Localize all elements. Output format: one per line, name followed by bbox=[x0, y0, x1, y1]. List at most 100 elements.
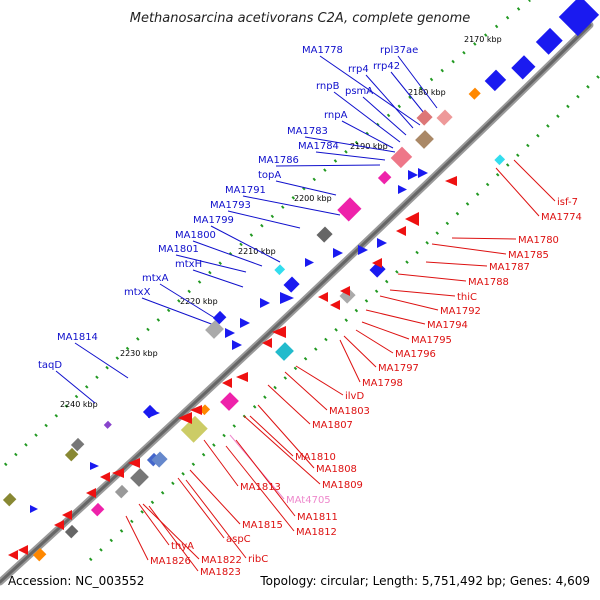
gene-arrow bbox=[190, 405, 202, 415]
gene-label-rnpa: rnpA bbox=[324, 110, 348, 121]
scale-labels: 2170 kbp 2180 kbp 2190 kbp 2200 kbp 2210 kbp… bbox=[60, 35, 502, 409]
gene-arrow bbox=[8, 550, 18, 560]
label-lines bbox=[55, 55, 556, 572]
gene-arrow bbox=[305, 258, 314, 267]
gene-label-ma1794: MA1794 bbox=[427, 320, 468, 331]
gene-arrow bbox=[445, 176, 457, 186]
gene-block bbox=[32, 547, 47, 562]
gene-label-ma1793: MA1793 bbox=[210, 200, 251, 211]
leader-line bbox=[192, 269, 244, 288]
gene-block bbox=[114, 484, 129, 499]
gene-arrow bbox=[54, 520, 64, 530]
gene-arrow bbox=[112, 468, 124, 478]
gene-block bbox=[377, 170, 392, 185]
leader-line bbox=[513, 159, 556, 202]
gene-block bbox=[274, 264, 286, 276]
leader-line bbox=[284, 371, 328, 411]
gene-label-ma1787: MA1787 bbox=[489, 262, 530, 273]
gene-arrow bbox=[100, 472, 110, 482]
leader-line bbox=[142, 503, 200, 560]
leader-line bbox=[397, 273, 467, 282]
gene-label-topa: topA bbox=[258, 170, 281, 181]
leader-line bbox=[192, 240, 263, 267]
gene-block bbox=[511, 55, 536, 80]
gene-label-ma1791: MA1791 bbox=[225, 185, 266, 196]
gene-arrow bbox=[418, 168, 428, 178]
gene-arrow bbox=[90, 462, 99, 470]
gene-arrow bbox=[178, 412, 192, 424]
gene-arrow bbox=[30, 505, 38, 513]
gene-label-ma1814: MA1814 bbox=[57, 332, 98, 343]
leader-line bbox=[275, 164, 381, 167]
leader-line bbox=[451, 237, 517, 240]
leader-line bbox=[243, 415, 321, 485]
gene-label-ma1803: MA1803 bbox=[329, 406, 370, 417]
gene-label-taqd: taqD bbox=[38, 360, 62, 371]
gene-block bbox=[416, 109, 433, 126]
gene-label-ma1797: MA1797 bbox=[378, 363, 419, 374]
gene-arrow bbox=[225, 328, 235, 338]
gene-label-ma1796: MA1796 bbox=[395, 349, 436, 360]
gene-label-mat4705: MAt4705 bbox=[286, 495, 331, 506]
genome-backbone bbox=[0, 21, 594, 586]
gene-label-psma: psmA bbox=[345, 86, 373, 97]
gene-label-rrp4: rrp4 bbox=[348, 64, 369, 75]
leader-line bbox=[249, 415, 294, 457]
accession-text: Accession: NC_003552 bbox=[8, 574, 144, 588]
gene-block bbox=[436, 109, 453, 126]
gene-block bbox=[130, 468, 149, 487]
gene-label-ma1786: MA1786 bbox=[258, 155, 299, 166]
scale-label: 2170 kbp bbox=[464, 35, 502, 44]
leader-line bbox=[431, 243, 507, 255]
leader-line bbox=[227, 210, 301, 229]
gene-features bbox=[2, 0, 600, 562]
leader-line bbox=[333, 91, 401, 143]
leader-line bbox=[257, 404, 315, 469]
gene-label-ma1798: MA1798 bbox=[362, 378, 403, 389]
gene-label-ilvd: ilvD bbox=[345, 391, 364, 402]
gene-label-thic: thiC bbox=[457, 292, 477, 303]
gene-label-mtxh: mtxH bbox=[175, 259, 202, 270]
leader-line bbox=[242, 195, 341, 216]
gene-arrow bbox=[62, 510, 72, 520]
gene-label-ma1784: MA1784 bbox=[298, 141, 339, 152]
gene-label-ma1785: MA1785 bbox=[508, 250, 549, 261]
gene-block bbox=[142, 404, 157, 419]
leader-line bbox=[138, 503, 170, 546]
gene-label-ma1780: MA1780 bbox=[518, 235, 559, 246]
leader-line bbox=[189, 469, 241, 525]
gene-block bbox=[220, 392, 239, 411]
gene-label-ma1815: MA1815 bbox=[242, 520, 283, 531]
scale-label: 2190 kbp bbox=[350, 142, 388, 151]
gene-block bbox=[180, 415, 208, 443]
leader-line bbox=[390, 71, 429, 119]
scale-label: 2200 kbp bbox=[294, 194, 332, 203]
gene-block bbox=[275, 342, 294, 361]
gene-arrow bbox=[280, 292, 294, 304]
leader-line bbox=[125, 515, 149, 561]
leader-line bbox=[315, 151, 386, 161]
gene-label-ma1799: MA1799 bbox=[193, 215, 234, 226]
gene-arrow bbox=[232, 340, 242, 350]
gene-block bbox=[494, 154, 506, 166]
gene-block bbox=[64, 447, 79, 462]
gene-arrow bbox=[398, 185, 407, 194]
scale-label: 2180 kbp bbox=[408, 88, 446, 97]
leader-line bbox=[355, 329, 394, 354]
leader-line bbox=[362, 96, 407, 136]
gene-block bbox=[151, 451, 168, 468]
gene-label-mtxx: mtxX bbox=[124, 287, 151, 298]
leader-line bbox=[425, 261, 488, 267]
leader-line bbox=[185, 479, 247, 559]
leader-line bbox=[235, 439, 296, 517]
gene-label-ma1778: MA1778 bbox=[302, 45, 343, 56]
tick-dashes bbox=[3, 0, 600, 562]
gene-arrow bbox=[318, 292, 328, 302]
scale-label: 2220 kbp bbox=[180, 297, 218, 306]
gene-label-ma1813: MA1813 bbox=[240, 482, 281, 493]
gene-arrow bbox=[358, 245, 368, 255]
gene-label-ma1808: MA1808 bbox=[316, 464, 357, 475]
leader-line bbox=[148, 505, 199, 572]
gene-block bbox=[199, 404, 211, 416]
gene-label-ma1795: MA1795 bbox=[411, 335, 452, 346]
